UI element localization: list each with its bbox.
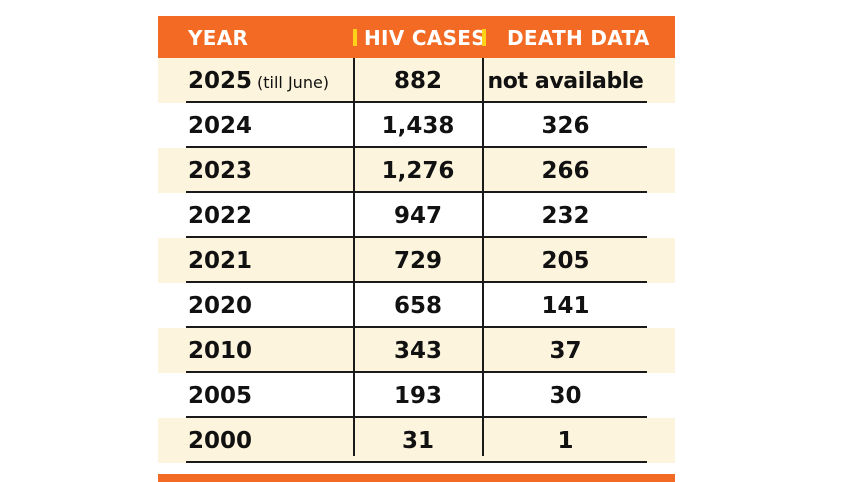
year-cell: 2000 <box>188 418 252 463</box>
year-cell: 2020 <box>188 283 252 328</box>
row-rule <box>186 371 647 373</box>
year-note: (till June) <box>257 73 330 92</box>
death-data-cell: 326 <box>541 113 590 139</box>
table-row: 2021 729 205 <box>158 238 675 283</box>
death-data-cell: 1 <box>557 428 574 454</box>
table-row: 2010 343 37 <box>158 328 675 373</box>
year-value: 2023 <box>188 158 253 184</box>
row-rule <box>186 146 647 148</box>
death-data-cell: not available <box>487 69 644 94</box>
row-rule <box>186 101 647 103</box>
hiv-cases-cell: 658 <box>393 293 442 319</box>
hiv-cases-cell: 882 <box>393 68 442 94</box>
column-header-hiv-cases: HIV CASES <box>364 26 486 50</box>
year-cell: 2025 (till June) <box>188 58 329 103</box>
table-row: 2005 193 30 <box>158 373 675 418</box>
hiv-cases-cell: 1,438 <box>381 113 455 139</box>
table-row: 2000 31 1 <box>158 418 675 463</box>
year-value: 2022 <box>188 203 253 229</box>
header-separator <box>353 29 357 46</box>
hiv-cases-cell: 1,276 <box>381 158 455 184</box>
year-value: 2000 <box>188 428 253 454</box>
column-divider <box>482 58 484 456</box>
table-footer-bar <box>158 474 675 482</box>
hiv-data-table: YEAR HIV CASES DEATH DATA 2025 (till June… <box>158 16 675 482</box>
table-row: 2024 1,438 326 <box>158 103 675 148</box>
column-header-year: YEAR <box>188 26 249 50</box>
death-data-cell: 205 <box>541 248 590 274</box>
year-cell: 2005 <box>188 373 252 418</box>
table-row: 2023 1,276 266 <box>158 148 675 193</box>
death-data-cell: 141 <box>541 293 590 319</box>
year-value: 2010 <box>188 338 253 364</box>
table-header: YEAR HIV CASES DEATH DATA <box>158 16 675 58</box>
hiv-cases-cell: 947 <box>393 203 442 229</box>
year-value: 2025 <box>188 68 253 94</box>
row-rule <box>186 326 647 328</box>
year-value: 2005 <box>188 383 253 409</box>
table-row: 2025 (till June) 882 not available <box>158 58 675 103</box>
year-cell: 2010 <box>188 328 252 373</box>
death-data-cell: 232 <box>541 203 590 229</box>
header-separator <box>482 29 486 46</box>
row-rule <box>186 191 647 193</box>
table-row: 2022 947 232 <box>158 193 675 238</box>
year-cell: 2021 <box>188 238 252 283</box>
column-header-death-data: DEATH DATA <box>507 26 650 50</box>
death-data-cell: 37 <box>549 338 582 364</box>
column-divider <box>353 58 355 456</box>
hiv-cases-cell: 729 <box>393 248 442 274</box>
row-rule <box>186 236 647 238</box>
table-row: 2020 658 141 <box>158 283 675 328</box>
death-data-cell: 266 <box>541 158 590 184</box>
hiv-cases-cell: 343 <box>393 338 442 364</box>
year-value: 2021 <box>188 248 253 274</box>
year-cell: 2024 <box>188 103 252 148</box>
year-cell: 2023 <box>188 148 252 193</box>
row-rule <box>186 461 647 463</box>
row-rule <box>186 416 647 418</box>
death-data-cell: 30 <box>549 383 582 409</box>
year-value: 2024 <box>188 113 253 139</box>
year-cell: 2022 <box>188 193 252 238</box>
year-value: 2020 <box>188 293 253 319</box>
hiv-cases-cell: 193 <box>393 383 442 409</box>
row-rule <box>186 281 647 283</box>
hiv-cases-cell: 31 <box>401 428 434 454</box>
